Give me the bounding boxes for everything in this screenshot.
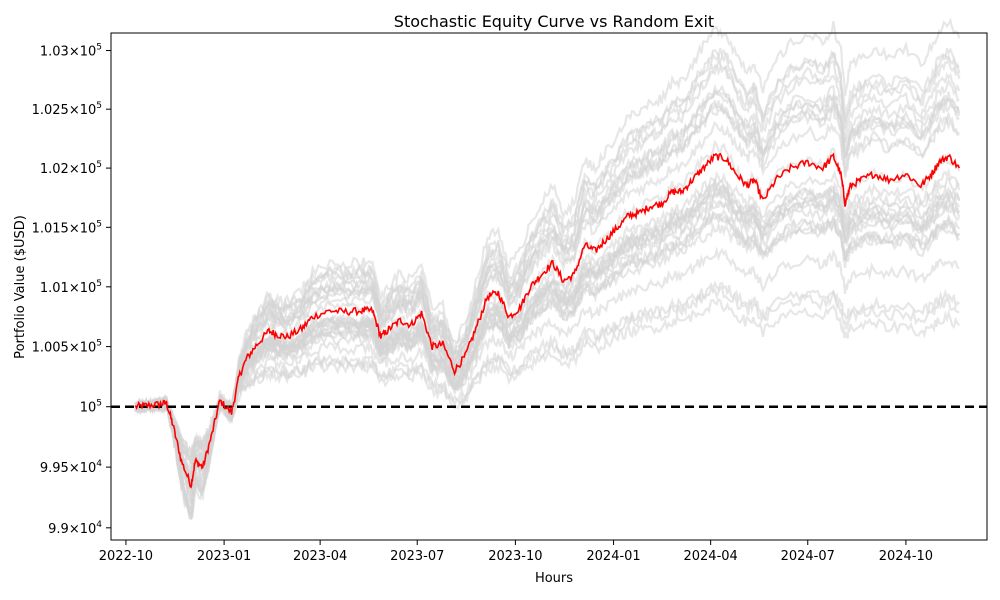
y-tick-label: 1.03×105 [40, 43, 102, 60]
x-tick-label: 2023-04 [293, 549, 347, 564]
simulation-line [134, 47, 960, 513]
x-tick-label: 2023-01 [197, 549, 251, 564]
x-tick-label: 2024-07 [781, 549, 835, 564]
y-tick-label: 1.02×105 [40, 160, 102, 177]
simulation-line [134, 280, 961, 459]
simulation-line [134, 189, 961, 463]
y-tick-label: 1.01×105 [40, 279, 102, 296]
chart-title: Stochastic Equity Curve vs Random Exit [394, 12, 714, 31]
y-tick-label: 1.025×105 [32, 101, 102, 118]
x-tick-label: 2024-04 [683, 549, 737, 564]
x-tick-label: 2024-01 [586, 549, 640, 564]
x-tick-label: 2024-10 [879, 549, 933, 564]
y-tick-label: 1.005×105 [32, 339, 102, 356]
y-axis-label: Portfolio Value ($USD) [13, 215, 28, 359]
x-tick-label: 2023-10 [488, 549, 542, 564]
y-tick-label: 1.015×105 [32, 219, 102, 236]
simulation-line [134, 246, 960, 466]
simulation-lines [134, 17, 961, 521]
y-tick-label: 105 [80, 399, 102, 416]
simulation-line [134, 17, 961, 520]
x-axis-ticks: 2022-10 2023-01 2023-04 2023-07 2023-10 2024-… [99, 540, 933, 564]
y-axis-ticks: 9.9×104 9.95×104 105 1.005×105 1.01×105 1.015… [32, 43, 111, 537]
simulation-line [135, 297, 961, 455]
simulation-line [135, 91, 960, 486]
simulation-line [135, 177, 961, 493]
y-tick-label: 9.95×104 [40, 459, 102, 476]
x-axis-label: Hours [535, 571, 573, 586]
x-tick-label: 2022-10 [99, 549, 153, 564]
y-tick-label: 9.9×104 [48, 520, 102, 537]
main-series-line [134, 152, 961, 489]
x-tick-label: 2023-07 [390, 549, 444, 564]
